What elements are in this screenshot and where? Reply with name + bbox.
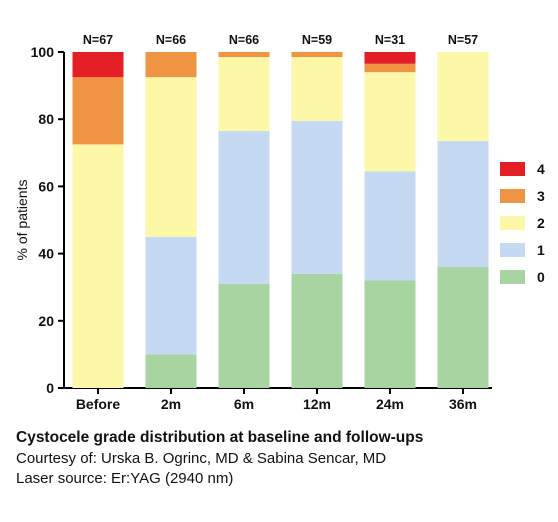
bar-segment-24m-grade-3 (364, 63, 416, 73)
bar-segment-24m-grade-1 (364, 171, 416, 281)
bar-segment-6m-grade-0 (218, 283, 270, 388)
bar-segment-6m-grade-2 (218, 57, 270, 131)
y-tick-label: 100 (31, 44, 55, 60)
bar-segment-Before-grade-4 (72, 52, 124, 78)
bar-segment-2m-grade-1 (145, 236, 197, 355)
bar-segment-12m-grade-2 (291, 57, 343, 121)
x-tick-label: 2m (161, 396, 181, 412)
legend-swatch-grade-3 (500, 189, 525, 203)
bar-segment-36m-grade-1 (437, 141, 489, 268)
n-count-label: N=66 (229, 33, 259, 47)
bar-segment-6m-grade-3 (218, 52, 270, 58)
y-tick-label: 0 (46, 380, 54, 396)
bar-segment-2m-grade-0 (145, 354, 197, 388)
y-tick-label: 80 (38, 111, 54, 127)
y-axis-label: % of patients (14, 180, 30, 261)
bar-segment-12m-grade-0 (291, 273, 343, 388)
bar-segment-6m-grade-1 (218, 130, 270, 284)
bar-segment-Before-grade-3 (72, 77, 124, 145)
x-tick-label: 24m (376, 396, 404, 412)
caption-title: Cystocele grade distribution at baseline… (16, 429, 424, 446)
y-tick-label: 20 (38, 313, 54, 329)
bar-segment-2m-grade-2 (145, 77, 197, 237)
caption-source: Laser source: Er:YAG (2940 nm) (16, 470, 234, 487)
bar-segment-24m-grade-4 (364, 52, 416, 64)
legend-swatch-grade-1 (500, 243, 525, 257)
n-count-label: N=57 (448, 33, 478, 47)
legend-swatch-grade-2 (500, 216, 525, 230)
bar-segment-36m-grade-2 (437, 52, 489, 142)
x-tick-label: 12m (303, 396, 331, 412)
legend-label-grade-4: 4 (537, 161, 545, 177)
caption-credit: Courtesy of: Urska B. Ogrinc, MD & Sabin… (16, 450, 387, 467)
legend-label-grade-0: 0 (537, 269, 545, 285)
bar-segment-12m-grade-1 (291, 120, 343, 274)
bar-segment-24m-grade-0 (364, 280, 416, 388)
legend-swatch-grade-0 (500, 270, 525, 284)
legend-label-grade-2: 2 (537, 215, 545, 231)
bar-segment-12m-grade-3 (291, 52, 343, 58)
x-tick-label: Before (76, 396, 121, 412)
n-count-label: N=59 (302, 33, 332, 47)
n-count-label: N=67 (83, 33, 113, 47)
bar-segment-24m-grade-2 (364, 72, 416, 172)
legend-label-grade-3: 3 (537, 188, 545, 204)
legend-label-grade-1: 1 (537, 242, 545, 258)
bar-segment-2m-grade-3 (145, 52, 197, 78)
legend-swatch-grade-4 (500, 162, 525, 176)
bar-segment-36m-grade-0 (437, 267, 489, 388)
n-count-label: N=31 (375, 33, 405, 47)
x-tick-label: 36m (449, 396, 477, 412)
y-tick-label: 40 (38, 246, 54, 262)
y-tick-label: 60 (38, 178, 54, 194)
n-count-label: N=66 (156, 33, 186, 47)
x-tick-label: 6m (234, 396, 254, 412)
bar-segment-Before-grade-2 (72, 144, 124, 388)
